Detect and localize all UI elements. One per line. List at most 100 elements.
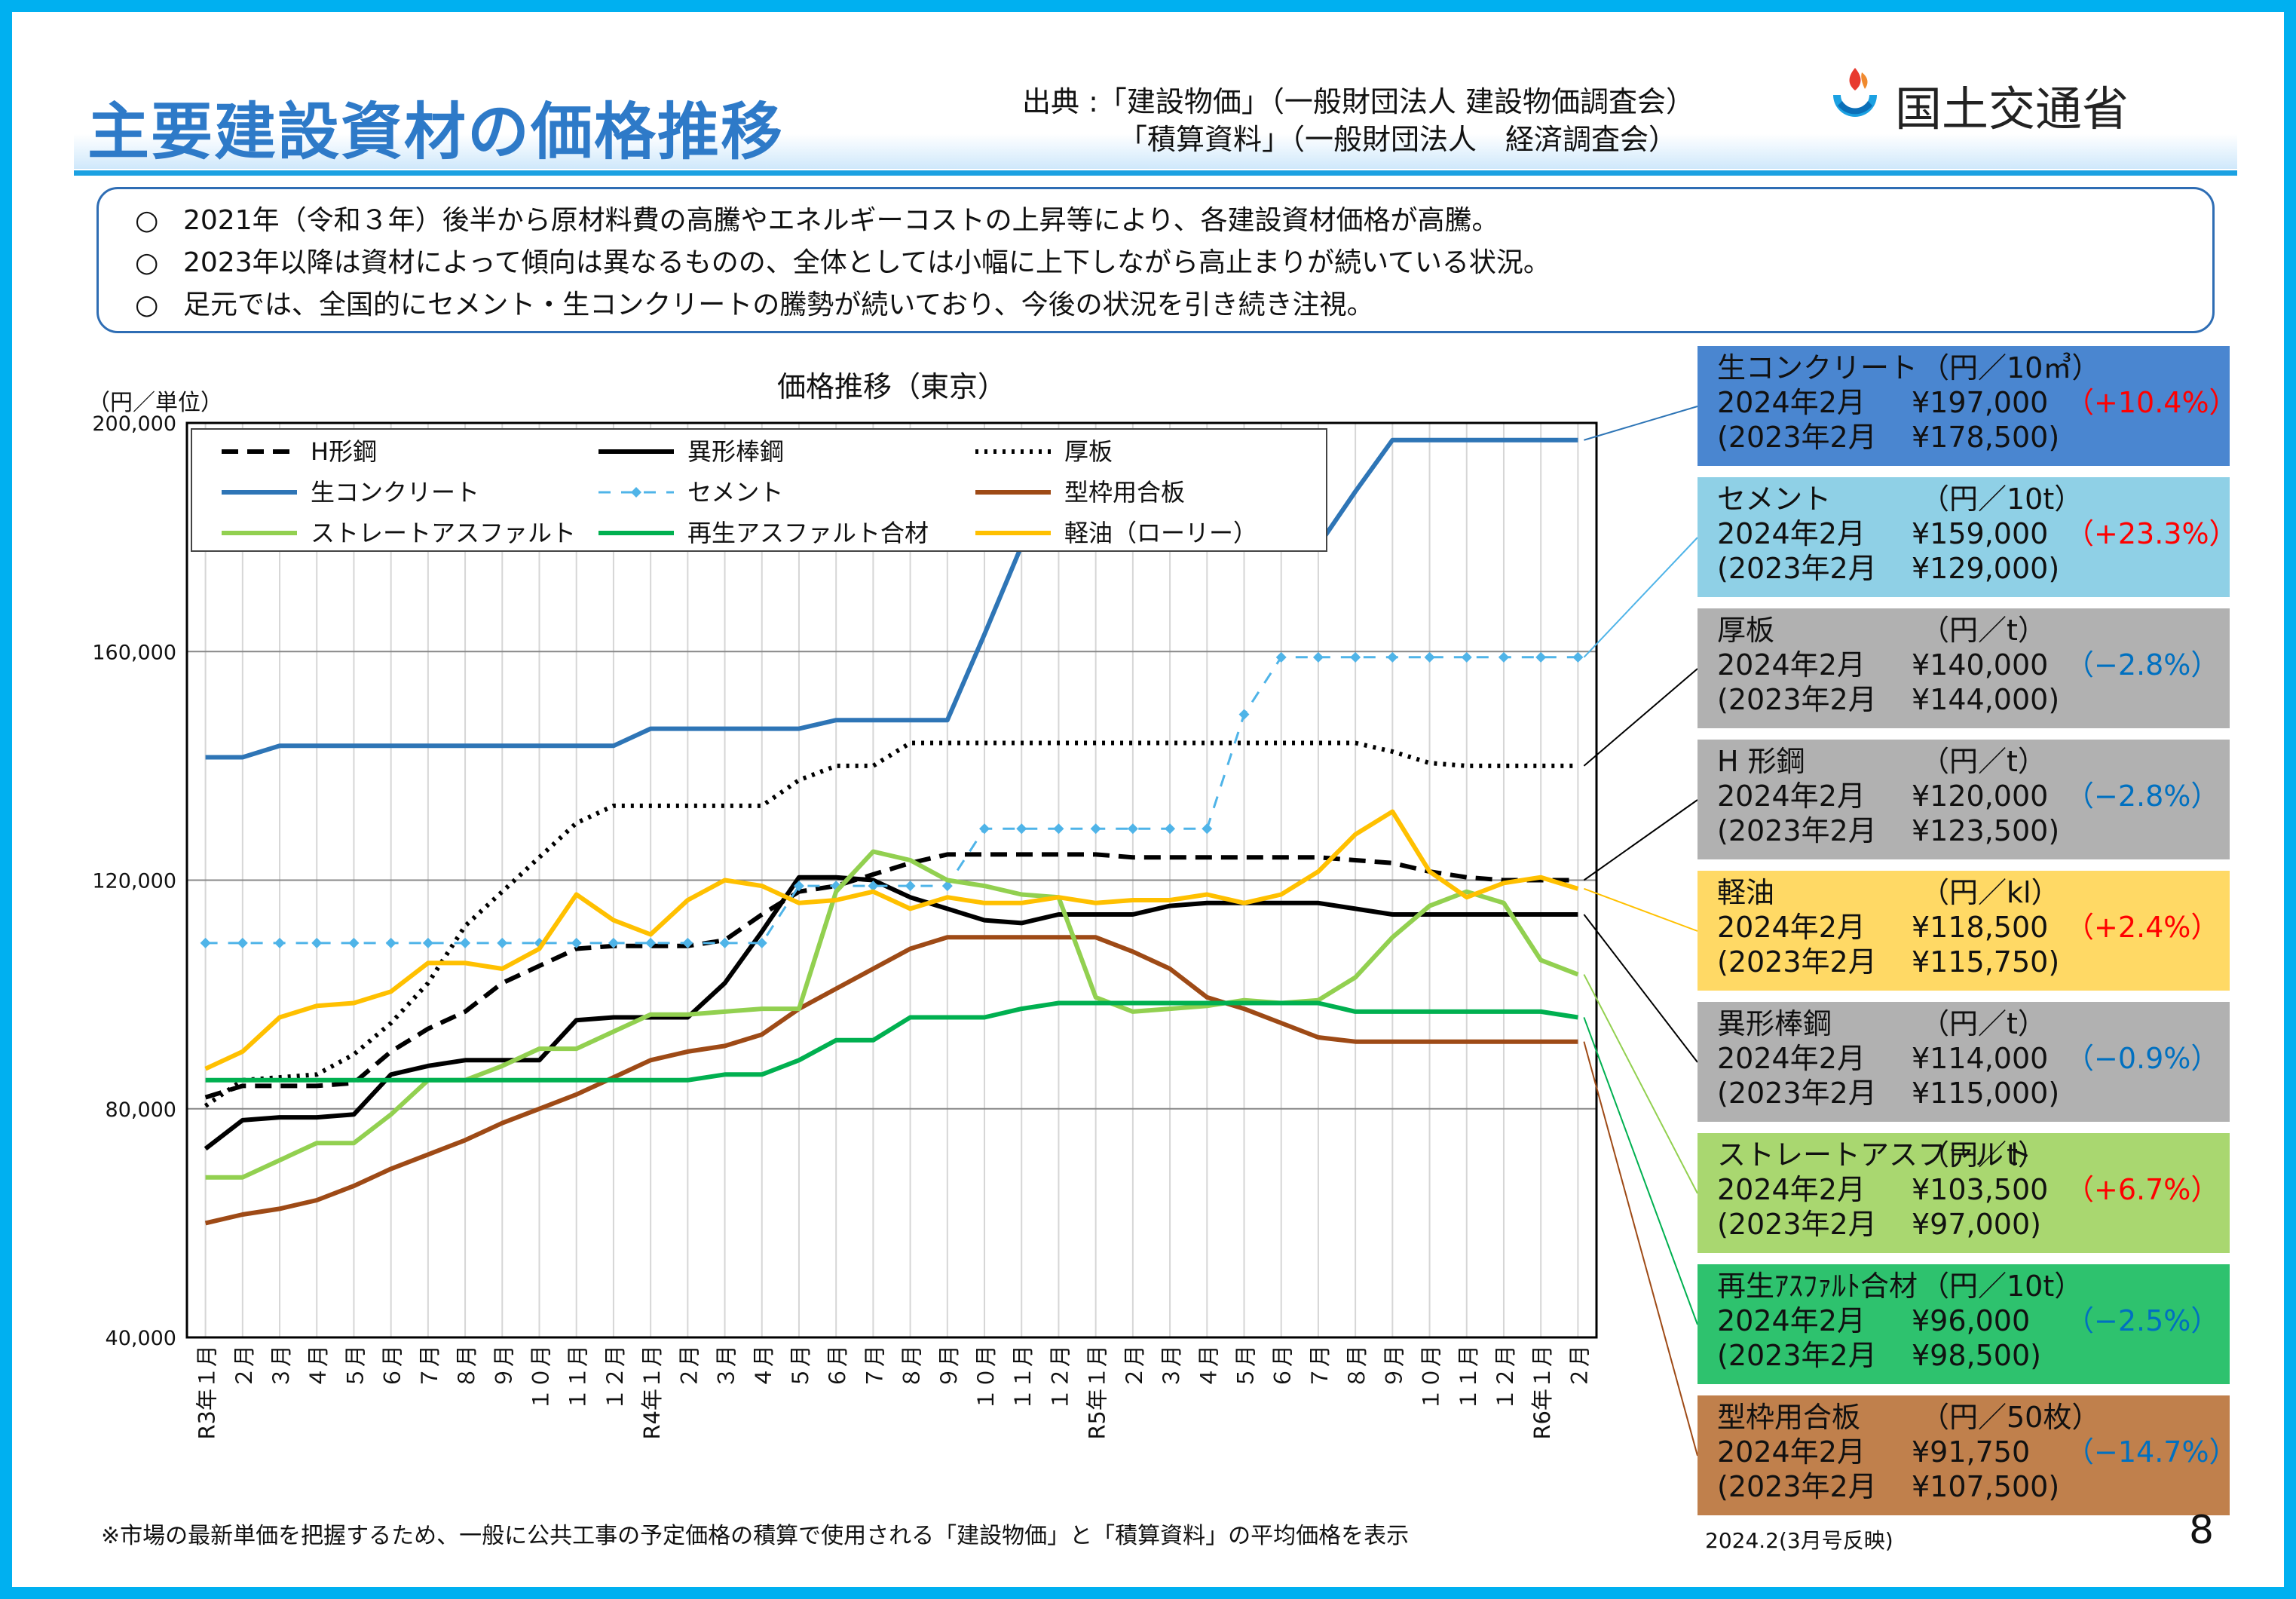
x-tick-label: ５月 (342, 1345, 368, 1389)
series-point (793, 881, 804, 892)
series-point (1165, 823, 1176, 835)
info-box-previous-label: (2023年2月 (1717, 1339, 1877, 1372)
source-line-1: 出典 :「建設物価」（一般財団法人 建設物価調査会） (1022, 85, 1694, 118)
info-box-row: (2023年2月 ¥129,000) (1717, 551, 2230, 586)
info-box-change: （−14.7%） (2065, 1435, 2238, 1469)
info-box-row: 2024年2月 ¥114,000 （−0.9%） (1717, 1041, 2230, 1076)
info-box: 型枠用合板 （円／50枚） 2024年2月 ¥91,750 （−14.7%） (2023年… (1698, 1395, 2238, 1515)
series-point (1053, 823, 1064, 835)
bullet-text: 足元では、全国的にセメント・生コンクリートの騰勢が続いており、今後の状況を引き続… (183, 289, 1374, 320)
series-point (608, 937, 619, 948)
info-box: セメント （円／10t） 2024年2月 ¥159,000 （+23.3%） (2023年… (1698, 477, 2238, 597)
bullet-text: 2021年（令和３年）後半から原材料費の高騰やエネルギーコストの上昇等により、各… (183, 205, 1499, 236)
info-box-current-price: ¥140,000 (1912, 648, 2049, 682)
info-box-previous-label: (2023年2月 (1717, 552, 1877, 585)
info-box-row: 2024年2月 ¥118,500 （+2.4%） (1717, 910, 2230, 945)
info-box-change: （+10.4%） (2065, 386, 2238, 419)
leader-line (1583, 668, 1698, 767)
leader-line (1583, 1041, 1698, 1457)
series-point (571, 937, 582, 948)
series-point (422, 937, 433, 948)
x-tick-label: １２月 (1047, 1345, 1073, 1411)
series-point (905, 881, 916, 892)
x-tick-label: ３月 (1159, 1345, 1184, 1389)
info-box-change: （+2.4%） (2065, 911, 2220, 944)
x-tick-label: １２月 (1492, 1345, 1518, 1411)
info-box-material: H 形鋼 (1717, 745, 1805, 778)
series-point (1498, 651, 1509, 663)
series-point (719, 937, 730, 948)
info-box-previous-label: (2023年2月 (1717, 1470, 1877, 1503)
series-point (1238, 709, 1250, 720)
info-box-row: (2023年2月 ¥98,500) (1717, 1338, 2230, 1373)
info-box-row: 2024年2月 ¥96,000 （−2.5%） (1717, 1303, 2230, 1338)
info-box-row: 2024年2月 ¥197,000 （+10.4%） (1717, 385, 2238, 420)
info-box-row: セメント （円／10t） (1717, 482, 2230, 516)
info-box-current-price: ¥118,500 (1912, 911, 2049, 944)
x-tick-label: ８月 (1344, 1345, 1370, 1389)
info-box-change: （+6.7%） (2065, 1173, 2220, 1206)
leader-line (1583, 1017, 1698, 1325)
series-point (200, 937, 211, 948)
mlit-logo-icon (1825, 66, 1885, 126)
x-tick-label: ４月 (1195, 1345, 1221, 1389)
info-box-material: 生コンクリート (1717, 351, 1918, 384)
x-tick-label: ８月 (899, 1345, 925, 1389)
series-line (204, 875, 1578, 1151)
info-box-current-price: ¥103,500 (1912, 1173, 2049, 1206)
bullet-marker: ○ (135, 247, 159, 278)
x-tick-label: ２月 (1122, 1345, 1147, 1389)
series-point (682, 937, 693, 948)
series-point (756, 937, 767, 948)
info-box: 異形棒鋼 （円／t） 2024年2月 ¥114,000 （−0.9%） (2023年2月 ¥… (1698, 1002, 2230, 1122)
info-box-row: (2023年2月 ¥115,000) (1717, 1076, 2230, 1110)
info-box-previous-label: (2023年2月 (1717, 1077, 1877, 1110)
series-line (205, 437, 1578, 760)
info-box-row: (2023年2月 ¥115,750) (1717, 945, 2230, 979)
info-box-unit: （円／t） (1921, 1007, 2047, 1040)
series-point (385, 937, 396, 948)
legend-box (191, 428, 1327, 552)
x-tick-label: １１月 (565, 1345, 591, 1411)
info-box: 生コンクリート （円／10㎥） 2024年2月 ¥197,000 （+10.4%） (20… (1698, 346, 2238, 466)
info-box-row: 再生ｱｽﾌｧﾙﾄ合材 （円／10t） (1717, 1269, 2230, 1303)
info-box-current-price: ¥197,000 (1912, 386, 2049, 419)
x-tick-label: ２月 (676, 1345, 702, 1389)
series-line (205, 656, 1578, 945)
leader-line (1583, 799, 1698, 881)
info-box-previous-label: (2023年2月 (1717, 814, 1877, 847)
x-tick-label: ８月 (454, 1345, 479, 1389)
info-box-current-price: ¥91,750 (1912, 1435, 2031, 1469)
info-box-unit: （円／t） (1921, 745, 2047, 778)
leader-line (1583, 537, 1698, 658)
x-tick-label: ３月 (268, 1345, 294, 1389)
title-band (74, 134, 2237, 169)
info-box-current-label: 2024年2月 (1717, 911, 1866, 944)
series-point (1461, 651, 1472, 663)
series-line (204, 809, 1579, 1071)
legend-label: H形鋼 (311, 437, 377, 466)
info-box-current-price: ¥120,000 (1912, 780, 2049, 813)
footnote: ※市場の最新単価を把握するため、一般に公共工事の予定価格の積算で使用される「建設… (101, 1523, 1410, 1549)
x-tick-label: R4年１月 (639, 1345, 665, 1440)
series-line (205, 1000, 1578, 1083)
series-point (1090, 823, 1101, 835)
info-box-current-price: ¥96,000 (1912, 1304, 2031, 1337)
info-box-material: ストレートアスファルト (1717, 1138, 2033, 1172)
series-line (204, 740, 1578, 1108)
x-tick-label: ９月 (491, 1345, 516, 1389)
y-tick-label: 200,000 (92, 412, 176, 436)
series-point (274, 937, 286, 948)
x-tick-label: １２月 (602, 1345, 628, 1411)
x-tick-label: ９月 (936, 1345, 962, 1389)
info-box-previous-price: ¥115,000) (1912, 1077, 2060, 1110)
info-box-previous-label: (2023年2月 (1717, 1208, 1877, 1241)
info-box: 再生ｱｽﾌｧﾙﾄ合材 （円／10t） 2024年2月 ¥96,000 （−2.5%） (2… (1698, 1264, 2230, 1384)
source-line-2: 「積算資料」（一般財団法人 経済調査会） (1119, 123, 1678, 156)
info-box-current-price: ¥159,000 (1912, 517, 2049, 550)
horizontal-gridlines (187, 651, 1596, 1110)
info-box-change: （−2.8%） (2065, 648, 2220, 682)
info-box-row: 2024年2月 ¥91,750 （−14.7%） (1717, 1435, 2238, 1469)
